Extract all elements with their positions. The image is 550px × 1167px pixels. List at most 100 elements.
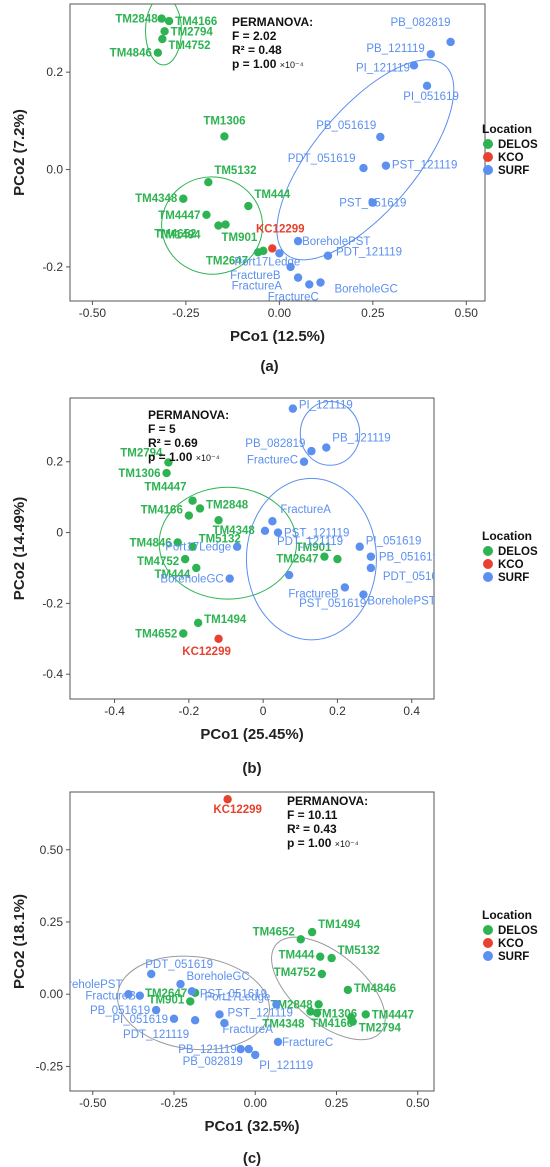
point-label: FractureC [247, 455, 298, 467]
stats-f: F = 5 [148, 422, 176, 436]
point-label: PB_082819 [390, 17, 450, 29]
x-tick-label: -0.2 [179, 704, 200, 718]
point-label: TM4447 [372, 1009, 414, 1021]
point-label: PST_051619 [200, 988, 267, 1000]
plot-area: TM2794 TM1306 TM4447 TM2848 TM4348 TM4166 TM48… [118, 400, 434, 658]
stats-p: p = 1.00 ×10⁻⁴ [287, 836, 359, 850]
x-axis-label: PCo1 (12.5%) [230, 328, 325, 345]
data-point-tm1494 [221, 220, 230, 229]
legend-swatch-delos [483, 139, 493, 149]
panel-label: (a) [260, 358, 278, 375]
data-point-pst_051619 [284, 570, 294, 580]
plot-frame [69, 3, 486, 302]
point-label: TM4166 [175, 16, 217, 28]
point-label: TM4652 [135, 628, 177, 640]
x-tick-label: 0.00 [268, 306, 292, 320]
point-label: TM4652 [154, 229, 196, 241]
point-label: PDT_051619 [288, 153, 356, 165]
legend-label: KCO [498, 559, 524, 571]
data-point-tm2848 [195, 504, 205, 513]
point-label: TM4846 [130, 537, 172, 549]
stats-title: PERMANOVA: [287, 794, 368, 808]
stats-f: F = 2.02 [232, 29, 277, 43]
x-tick-label: -0.50 [79, 1096, 107, 1110]
data-point-tm4652 [179, 629, 188, 638]
confidence-ellipse-delos [145, 4, 182, 66]
point-label: PB_051619 [316, 120, 376, 132]
y-tick-label: -0.2 [42, 260, 63, 274]
point-label: PDT_121119 [277, 536, 343, 548]
data-point-kc12299 [214, 634, 223, 643]
point-label: TM4166 [141, 505, 183, 517]
point-label: PDT_051619 [145, 959, 213, 971]
point-label: PI_121119 [299, 400, 353, 412]
point-label: Port17Ledge [234, 256, 300, 268]
point-label: TM901 [221, 232, 257, 244]
data-point-fracturec [273, 1037, 283, 1047]
data-point-pst_121119 [381, 161, 391, 170]
y-tick-label: -0.4 [42, 667, 63, 681]
point-label: TM2848 [206, 499, 249, 511]
legend-label: DELOS [498, 546, 538, 558]
data-point-pb_051619 [366, 552, 376, 561]
data-point-pst_121119 [215, 1010, 224, 1019]
point-label: FractureA [232, 281, 283, 293]
plot-frame [69, 397, 435, 700]
data-point-pst_051619 [368, 198, 378, 207]
data-point-tm5132 [188, 542, 197, 551]
legend-title: Location [482, 122, 532, 136]
point-label: FractureA [280, 504, 331, 516]
point-label: TM4166 [311, 1018, 353, 1030]
data-point-pi_121119 [251, 1050, 260, 1060]
data-point-tm4752 [180, 554, 190, 564]
stats-p: p = 1.00 ×10⁻⁴ [232, 57, 304, 71]
data-point-tm4447 [202, 210, 211, 220]
data-point-pb_082819 [244, 1044, 253, 1054]
legend-label: KCO [498, 152, 524, 164]
point-label: PDT_121119 [336, 247, 402, 259]
data-point-pb_051619 [151, 1005, 161, 1015]
point-label: TM2647 [145, 988, 187, 1000]
point-label: TM444 [154, 569, 190, 581]
point-label: TM5132 [338, 945, 380, 957]
point-label: FractureB [230, 270, 281, 282]
plot-frame [69, 791, 435, 1092]
data-point-tm1306 [162, 468, 171, 478]
point-label: TM4846 [354, 983, 396, 995]
x-tick-label: 0.2 [329, 704, 346, 718]
point-label: TM4752 [137, 556, 179, 568]
point-label: BoreholeGC [160, 574, 223, 586]
point-label: TM444 [278, 950, 314, 962]
data-point-fracturea [293, 273, 303, 282]
point-label: TM4752 [274, 967, 316, 979]
point-label: PDT_121119 [123, 1029, 189, 1041]
y-tick-label: 0.25 [40, 915, 64, 929]
point-label: PST_121119 [284, 528, 349, 540]
data-point-tm4166 [164, 16, 174, 26]
legend-label: SURF [498, 951, 529, 963]
point-label: TM2794 [120, 447, 163, 459]
y-tick-label: 0 [56, 526, 63, 540]
y-axis-label: PCo2 (14.49%) [11, 497, 28, 600]
data-point-tm4348 [306, 1007, 315, 1016]
point-label: PI_121119 [356, 62, 410, 74]
confidence-ellipse-surf [299, 401, 361, 466]
x-tick-label: 0.50 [406, 1096, 430, 1110]
data-point-fracturea [220, 1018, 229, 1028]
data-point-fracturec [299, 457, 309, 466]
point-label: TM1494 [158, 230, 201, 242]
legend-title: Location [482, 529, 532, 543]
data-point-pi_121119 [288, 404, 298, 413]
data-point-port17ledge [272, 1000, 281, 1009]
point-label: PI_051619 [366, 536, 422, 548]
data-point-tm4348 [179, 194, 188, 203]
data-point-tm4752 [158, 34, 167, 44]
data-point-boreholegc [225, 574, 234, 583]
y-tick-label: 0.50 [40, 843, 64, 857]
point-label: TM2647 [206, 255, 248, 267]
stats-f: F = 10.11 [287, 808, 338, 822]
panel-c: -0.50 -0.25 0.00 0.25 0.50 -0.25 0.00 0.25 0.50 P… [11, 791, 538, 1167]
